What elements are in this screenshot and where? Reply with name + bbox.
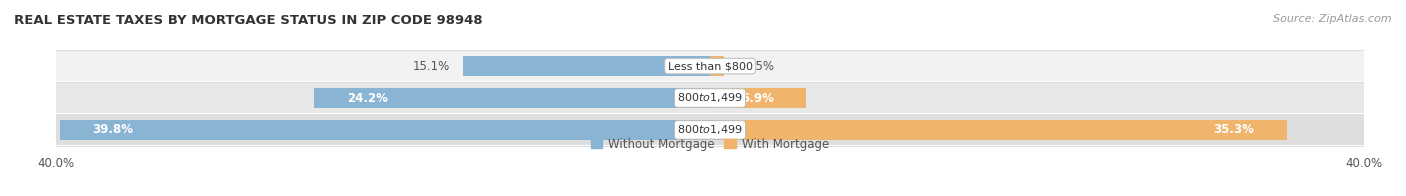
Text: 24.2%: 24.2% (347, 92, 388, 104)
Text: Less than $800: Less than $800 (668, 61, 752, 71)
Bar (56, 115, 1364, 145)
Bar (56, 83, 1364, 113)
Bar (710, 120, 1286, 140)
Bar (315, 88, 710, 108)
Bar (710, 56, 724, 76)
Legend: Without Mortgage, With Mortgage: Without Mortgage, With Mortgage (586, 133, 834, 156)
Bar (710, 88, 807, 108)
Text: 5.9%: 5.9% (741, 92, 773, 104)
Text: 0.85%: 0.85% (737, 60, 773, 73)
Bar (56, 51, 1364, 81)
Bar (463, 56, 710, 76)
Text: Source: ZipAtlas.com: Source: ZipAtlas.com (1274, 14, 1392, 24)
Text: $800 to $1,499: $800 to $1,499 (678, 92, 742, 104)
Text: 39.8%: 39.8% (93, 123, 134, 136)
Text: 35.3%: 35.3% (1213, 123, 1254, 136)
Text: REAL ESTATE TAXES BY MORTGAGE STATUS IN ZIP CODE 98948: REAL ESTATE TAXES BY MORTGAGE STATUS IN … (14, 14, 482, 27)
Bar (59, 120, 710, 140)
Text: $800 to $1,499: $800 to $1,499 (678, 123, 742, 136)
Text: 15.1%: 15.1% (413, 60, 450, 73)
